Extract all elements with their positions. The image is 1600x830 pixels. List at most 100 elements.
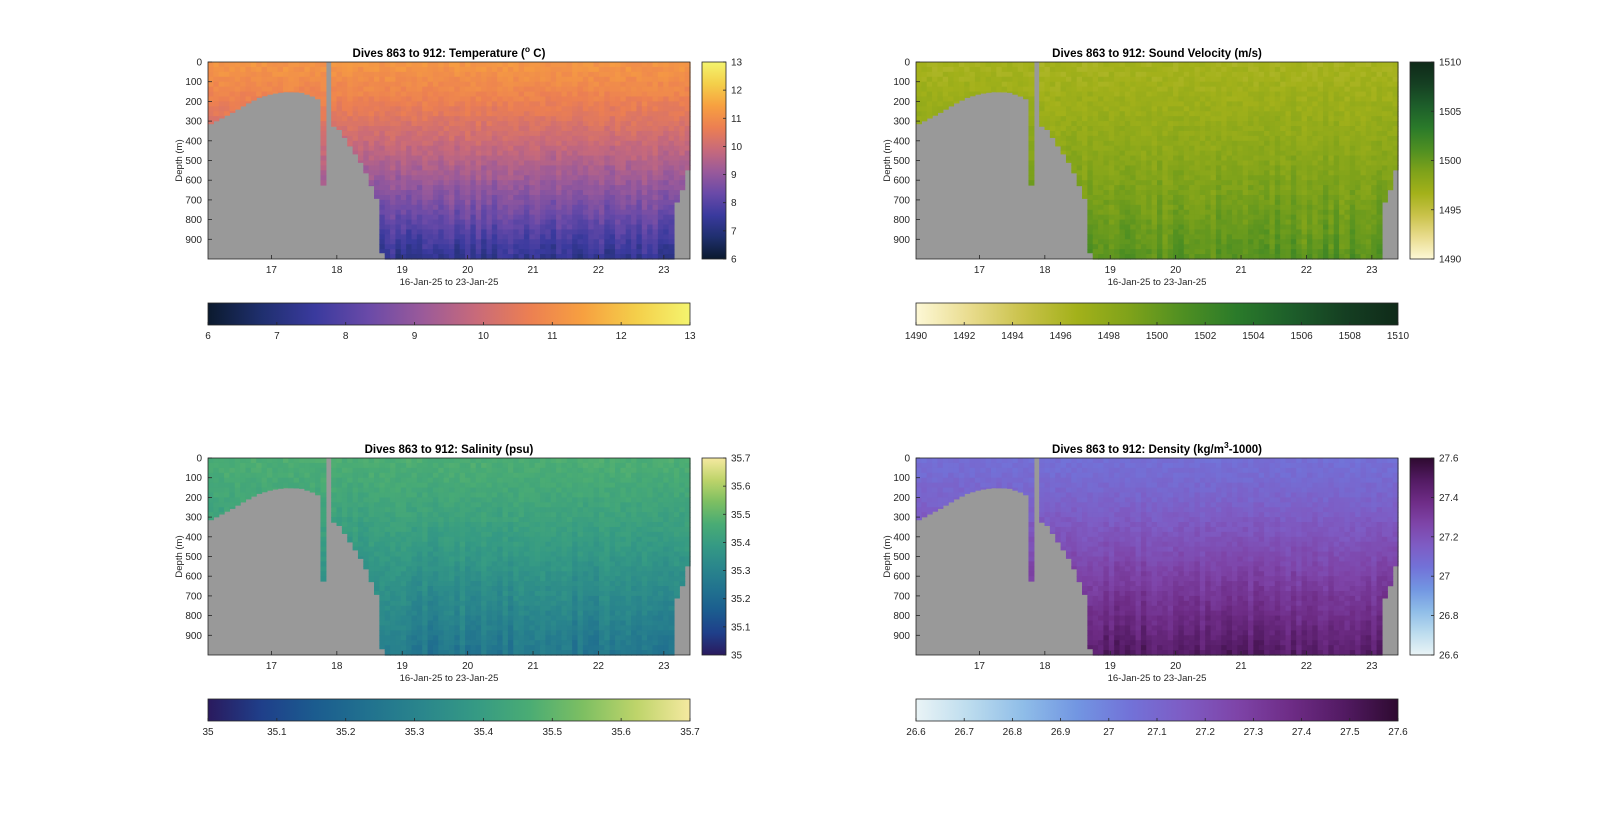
temperature-cell	[443, 150, 450, 157]
temperature-cell	[534, 170, 541, 176]
temperature-cell	[647, 229, 654, 235]
sound-velocity-cell	[1221, 101, 1228, 107]
sound-velocity-cell	[1312, 180, 1319, 186]
sound-velocity-cell	[1205, 254, 1212, 260]
temperature-cell	[470, 76, 477, 83]
temperature-cell	[213, 71, 220, 78]
sound-velocity-cell	[1328, 135, 1335, 142]
temperature-cell	[593, 62, 600, 68]
temperature-cell	[657, 71, 664, 78]
temperature-cell	[256, 62, 263, 68]
sound-velocity-cell	[1098, 204, 1105, 211]
temperature-cell	[449, 204, 455, 211]
sound-velocity-cell	[1333, 106, 1340, 112]
temperature-cell	[529, 254, 536, 260]
temperature-cell	[288, 91, 295, 93]
sound-velocity-cell	[1231, 190, 1238, 196]
temperature-cell	[465, 91, 472, 98]
sound-velocity-cell	[1237, 244, 1244, 250]
temperature-cell	[625, 239, 632, 245]
temperature-cell	[604, 175, 611, 181]
temperature-cell	[491, 76, 498, 83]
temperature-cell	[534, 126, 541, 132]
temperature-cell	[299, 81, 305, 88]
sound-velocity-cell	[1130, 62, 1137, 68]
sound-velocity-cell	[1237, 224, 1244, 231]
temperature-y-tick-label: 600	[185, 176, 202, 187]
sound-velocity-cell	[1098, 194, 1105, 201]
temperature-cell	[545, 140, 552, 147]
temperature-cell	[684, 150, 691, 157]
temperature-cell	[481, 229, 488, 235]
temperature-horizontal-colorbar-tick-label: 7	[274, 331, 280, 342]
temperature-cell	[497, 175, 504, 181]
temperature-cell	[352, 140, 359, 147]
sound-velocity-cell	[1323, 234, 1329, 240]
temperature-cell	[550, 121, 557, 127]
sound-velocity-cell	[1135, 116, 1142, 122]
temperature-cell	[657, 249, 664, 255]
sound-velocity-cell	[1231, 101, 1238, 107]
temperature-cell	[545, 244, 552, 250]
temperature-cell	[523, 229, 530, 235]
temperature-cell	[598, 180, 605, 186]
temperature-cell	[491, 150, 498, 157]
sound-velocity-cell	[1167, 160, 1174, 167]
sound-velocity-cell	[1087, 111, 1094, 117]
sound-velocity-cell	[1114, 170, 1121, 176]
temperature-cell	[604, 185, 611, 191]
temperature-cell	[357, 86, 364, 93]
sound-velocity-cell	[1114, 214, 1121, 221]
sound-velocity-cell	[1194, 71, 1201, 78]
temperature-cell	[615, 229, 621, 235]
temperature-cell	[604, 126, 611, 132]
temperature-cell	[266, 66, 273, 73]
temperature-cell	[641, 86, 648, 93]
sound-velocity-cell	[1333, 244, 1340, 250]
temperature-cell	[641, 160, 648, 167]
temperature-cell	[636, 170, 643, 176]
temperature-cell	[459, 150, 466, 157]
sound-velocity-cell	[1183, 214, 1190, 221]
temperature-cell	[374, 185, 380, 191]
sound-velocity-cell	[1210, 234, 1217, 240]
sound-velocity-cell	[1290, 111, 1297, 117]
sound-velocity-cell	[1124, 239, 1131, 245]
sound-velocity-cell	[1317, 170, 1324, 176]
temperature-cell	[556, 254, 563, 260]
temperature-cell	[449, 121, 455, 127]
sound-velocity-cell	[1296, 165, 1303, 171]
sound-velocity-cell	[1194, 194, 1201, 201]
temperature-cell	[652, 91, 659, 98]
sound-velocity-cell	[1205, 209, 1212, 216]
temperature-cell	[518, 214, 525, 221]
sound-velocity-cell	[1280, 165, 1287, 171]
sound-velocity-cell	[1323, 135, 1329, 142]
temperature-cell	[400, 71, 407, 78]
temperature-cell	[400, 91, 407, 98]
sound-velocity-cell	[1076, 66, 1083, 73]
sound-velocity-cell	[1301, 165, 1308, 171]
sound-velocity-cell	[1328, 160, 1335, 167]
temperature-cell	[422, 86, 429, 93]
temperature-cell	[540, 199, 546, 206]
temperature-cell	[615, 239, 621, 245]
temperature-cell	[598, 185, 605, 191]
sound-velocity-cell	[1108, 140, 1115, 147]
sound-velocity-cell	[1221, 76, 1228, 83]
temperature-cell	[486, 229, 493, 235]
temperature-cell	[379, 194, 386, 201]
temperature-cell	[470, 194, 477, 201]
temperature-cell	[374, 130, 380, 137]
sound-velocity-cell	[1157, 62, 1163, 68]
sound-velocity-cell	[1167, 145, 1174, 152]
temperature-cell	[507, 126, 514, 132]
sound-velocity-cell	[1140, 254, 1147, 260]
sound-velocity-cell	[926, 116, 933, 119]
temperature-cell	[406, 145, 413, 152]
sound-velocity-cell	[1087, 165, 1094, 171]
temperature-cell	[497, 229, 504, 235]
temperature-cell	[357, 155, 364, 162]
temperature-cell	[218, 116, 225, 119]
temperature-cell	[631, 194, 638, 201]
